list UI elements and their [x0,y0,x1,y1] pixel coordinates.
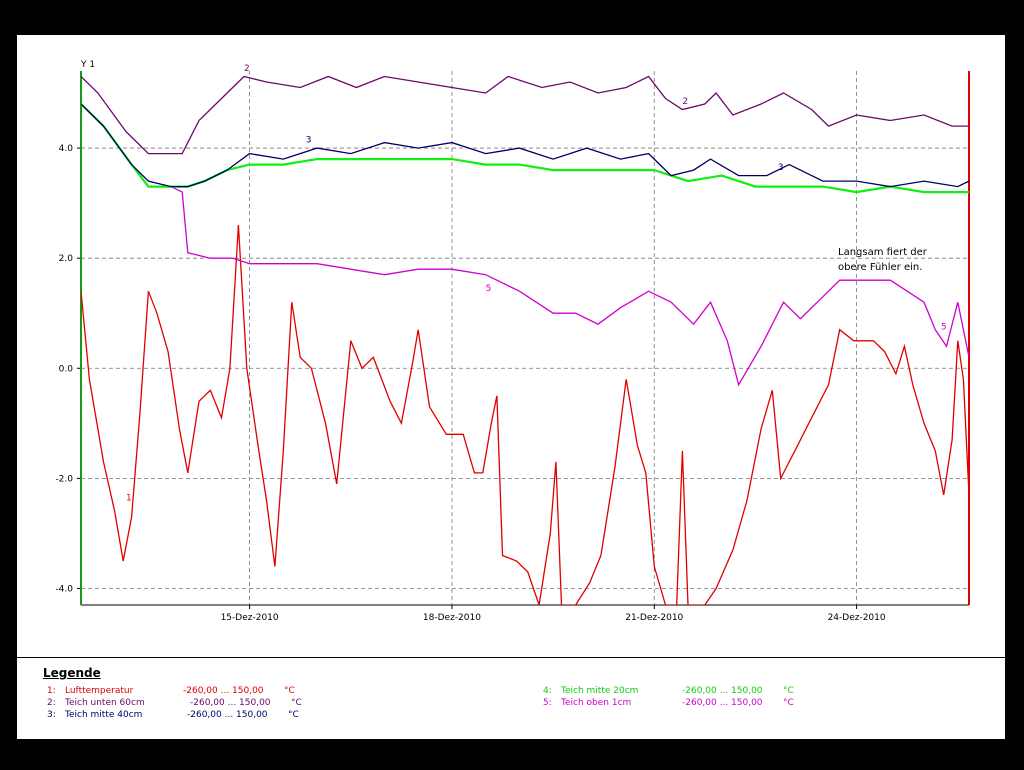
legend-entry-name: Teich oben 1cm [561,698,632,708]
annotation-line-1: Langsam fiert der [838,247,928,258]
legend-entry-num: 3: [47,710,56,720]
legend-entry-name: Teich mitte 40cm [65,710,143,720]
legend-entry-range: -260,00 ... 150,00 [682,698,763,708]
legend-entry-3: 3: Teich mitte 40cm -260,00 ... 150,00 °… [47,710,299,770]
series-label-3: 3 [306,136,312,146]
x-tick-label: 18-Dez-2010 [423,613,481,623]
legend-entry-num: 1: [47,686,56,696]
line-chart: Y 1 Langsam fiert der obere Fühler ein. … [55,60,970,623]
legend-title: Legende [43,666,101,680]
y-tick-label: 2.0 [59,254,74,264]
legend-entry-unit: °C [783,698,794,708]
series-label-2: 2 [244,64,250,74]
legend-entry-num: 2: [47,698,56,708]
x-tick-label: 24-Dez-2010 [828,613,886,623]
legend-entry-name: Teich mitte 20cm [561,686,639,696]
y-axis-label: Y 1 [80,60,95,70]
legend-entry-unit: °C [291,698,302,708]
legend-entry-unit: °C [284,686,295,696]
series-line-1 [81,225,969,605]
legend-entry-num: 5: [543,698,552,708]
legend-entry-name: Teich unten 60cm [65,698,145,708]
legend: Legende 1: Lufttemperatur -260,00 ... 15… [17,657,1005,739]
legend-entry-unit: °C [783,686,794,696]
series-label-5: 5 [941,323,947,333]
series-label-5: 5 [486,284,492,294]
series-line-5 [81,103,969,387]
legend-entry-name: Lufttemperatur [65,686,134,696]
legend-entry-4: 4: Teich mitte 20cm -260,00 ... 150,00 °… [543,686,794,746]
chart-frame: Y 1 Langsam fiert der obere Fühler ein. … [16,34,1006,740]
legend-entry-range: -260,00 ... 150,00 [190,698,271,708]
y-tick-label: -2.0 [55,474,73,484]
series-label-3: 3 [778,163,784,173]
legend-entry-range: -260,00 ... 150,00 [183,686,264,696]
legend-entry-range: -260,00 ... 150,00 [682,686,763,696]
legend-entry-num: 4: [543,686,552,696]
x-tick-label: 15-Dez-2010 [221,613,279,623]
legend-entry-range: -260,00 ... 150,00 [187,710,268,720]
legend-entry-unit: °C [288,710,299,720]
series-line-3 [81,103,969,188]
series-line-2 [81,75,969,155]
y-tick-label: -4.0 [55,584,73,594]
series-label-2: 2 [682,97,688,107]
y-tick-label: 0.0 [59,364,74,374]
annotation-line-2: obere Fühler ein. [838,262,922,273]
legend-entry-2: 2: Teich unten 60cm -260,00 ... 150,00 °… [47,698,302,758]
series-label-1: 1 [126,493,132,503]
legend-entry-5: 5: Teich oben 1cm -260,00 ... 150,00 °C [543,698,794,758]
x-tick-label: 21-Dez-2010 [625,613,683,623]
legend-entry-1: 1: Lufttemperatur -260,00 ... 150,00 °C [47,686,295,746]
y-tick-label: 4.0 [59,144,74,154]
